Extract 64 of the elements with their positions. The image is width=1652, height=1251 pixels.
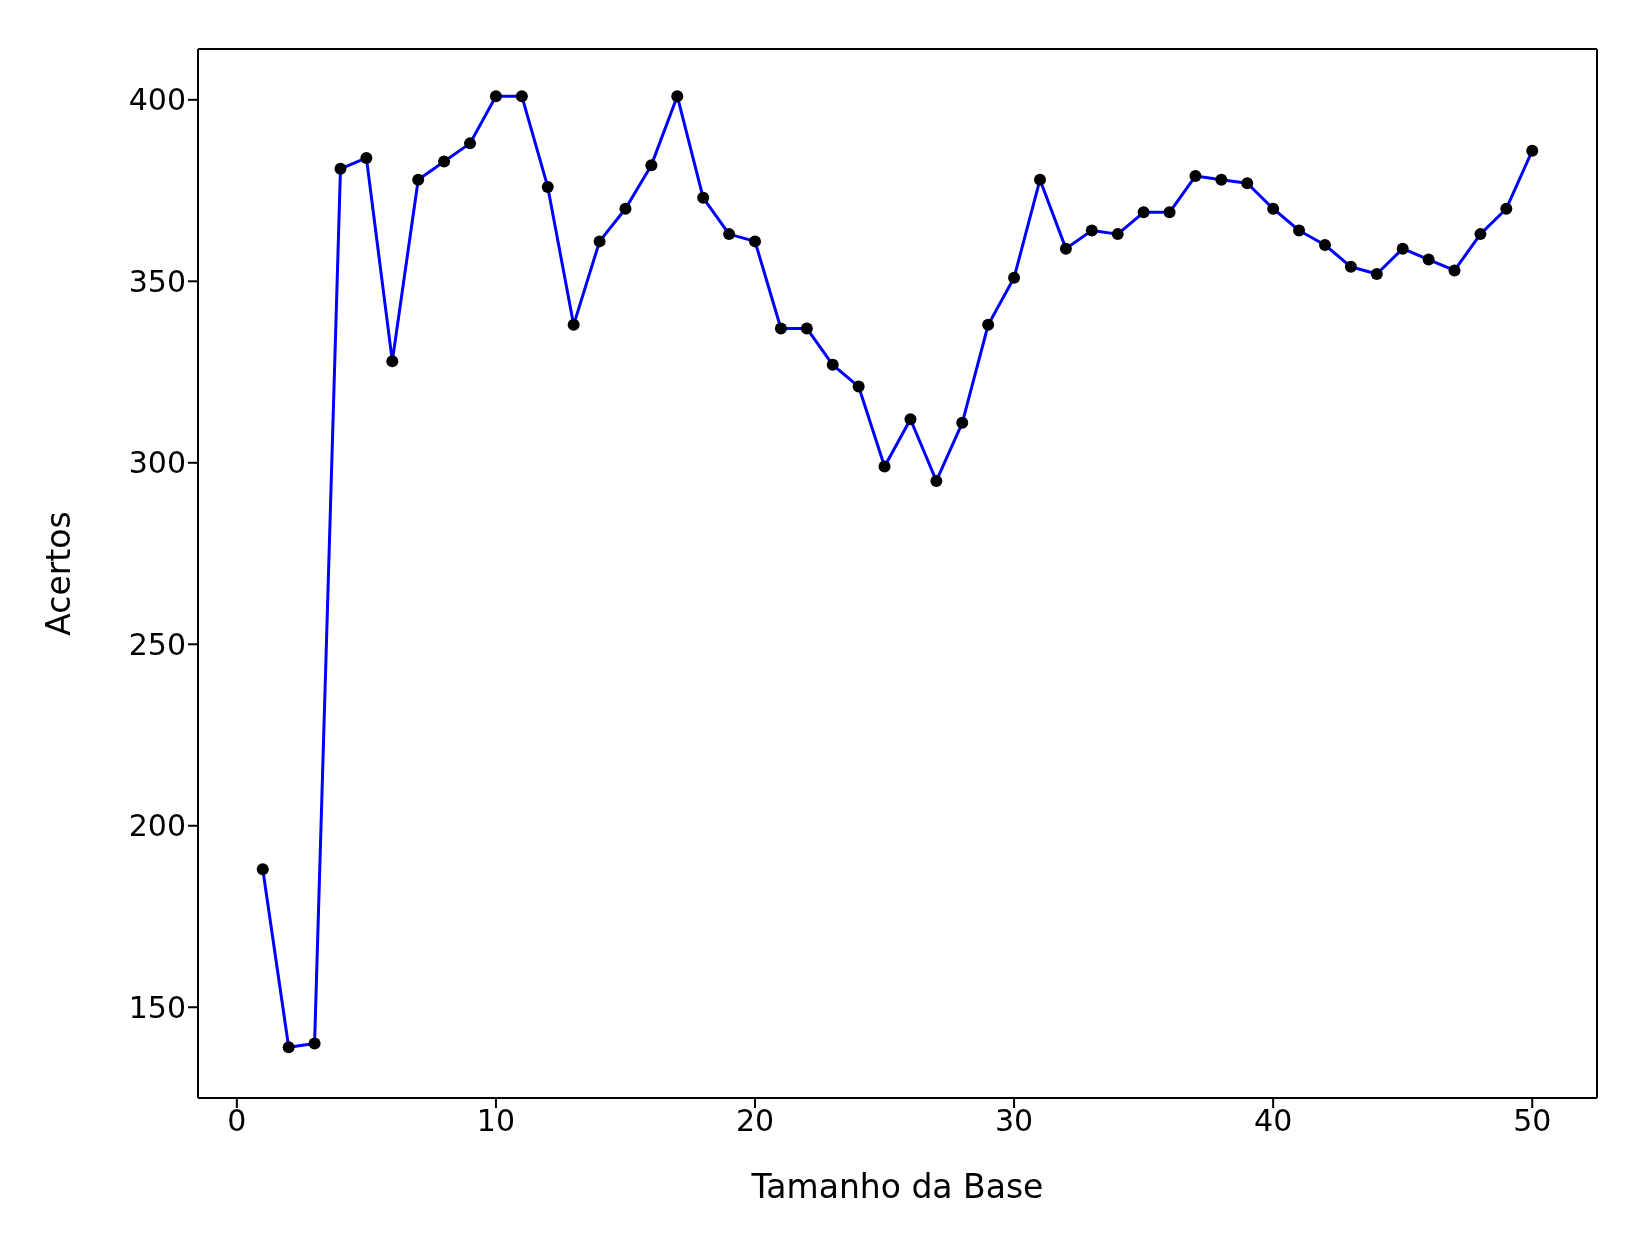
y-tick-label: 150 xyxy=(128,989,186,1025)
point xyxy=(619,202,632,215)
point xyxy=(1448,264,1461,277)
point xyxy=(464,137,477,150)
point xyxy=(749,235,762,248)
x-tick-label: 10 xyxy=(476,1103,516,1139)
point xyxy=(800,322,813,335)
point xyxy=(1111,228,1124,241)
x-tick-label: 0 xyxy=(227,1103,247,1139)
point xyxy=(567,318,580,331)
point xyxy=(1137,206,1150,219)
point xyxy=(723,228,736,241)
point xyxy=(982,318,995,331)
point xyxy=(1059,242,1072,255)
point xyxy=(697,191,710,204)
x-tick-label: 40 xyxy=(1254,1103,1293,1139)
point xyxy=(878,460,891,473)
point xyxy=(489,90,502,103)
point xyxy=(1474,228,1487,241)
point xyxy=(386,355,399,368)
point xyxy=(438,155,451,168)
point xyxy=(1033,173,1046,186)
point xyxy=(282,1041,295,1054)
point xyxy=(334,162,347,175)
point xyxy=(1500,202,1513,215)
y-tick-label: 300 xyxy=(128,445,186,481)
point xyxy=(308,1037,321,1050)
y-tick-label: 250 xyxy=(128,626,186,662)
x-tick-label: 50 xyxy=(1513,1103,1552,1139)
y-axis-title: Acertos xyxy=(38,511,78,636)
point xyxy=(256,863,269,876)
x-axis-title: Tamanho da Base xyxy=(750,1167,1044,1206)
point xyxy=(956,416,969,429)
point xyxy=(930,474,943,487)
point xyxy=(541,180,554,193)
point xyxy=(826,358,839,371)
point xyxy=(412,173,425,186)
point xyxy=(904,413,917,426)
point xyxy=(1293,224,1306,237)
point xyxy=(645,159,658,172)
point xyxy=(593,235,606,248)
point xyxy=(1344,260,1357,273)
point xyxy=(1008,271,1021,284)
point xyxy=(1085,224,1098,237)
point xyxy=(1422,253,1435,266)
point xyxy=(852,380,865,393)
y-tick-label: 200 xyxy=(128,808,186,844)
point xyxy=(1370,268,1383,281)
x-tick-label: 30 xyxy=(994,1103,1034,1139)
point xyxy=(1526,144,1539,157)
x-tick-label: 20 xyxy=(735,1103,775,1139)
point xyxy=(1396,242,1409,255)
point xyxy=(1318,239,1331,252)
point xyxy=(515,90,528,103)
y-tick-label: 400 xyxy=(128,82,186,118)
point xyxy=(774,322,787,335)
point xyxy=(360,151,373,164)
y-tick-label: 350 xyxy=(128,263,186,299)
point xyxy=(671,90,684,103)
point xyxy=(1189,170,1202,183)
point xyxy=(1241,177,1254,190)
point xyxy=(1163,206,1176,219)
point xyxy=(1267,202,1280,215)
point xyxy=(1215,173,1228,186)
